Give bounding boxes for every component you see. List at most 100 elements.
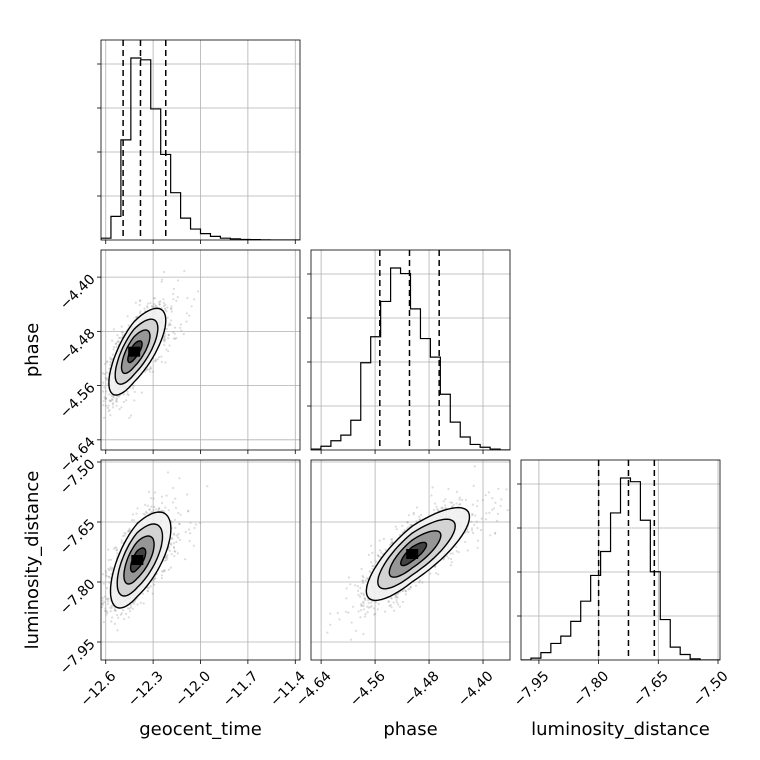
sample-point (154, 358, 158, 361)
sample-point (111, 398, 114, 402)
sample-point (168, 323, 171, 326)
sample-point (143, 513, 147, 516)
sample-point (186, 296, 189, 300)
sample-point (345, 597, 348, 600)
sample-point (167, 334, 170, 337)
sample-point (375, 600, 378, 604)
sample-point (112, 396, 115, 399)
sample-point (432, 508, 435, 511)
sample-point (157, 507, 161, 510)
sample-point (127, 324, 130, 327)
sample-point (199, 522, 202, 525)
sample-point (354, 584, 357, 587)
sample-point (364, 599, 367, 602)
sample-point (114, 609, 117, 612)
sample-point (107, 567, 110, 571)
sample-point (164, 334, 167, 337)
sample-point (128, 610, 132, 613)
sample-point (102, 582, 105, 585)
sample-point (131, 607, 134, 611)
sample-point (118, 408, 121, 411)
sample-point (109, 356, 112, 359)
sample-point (115, 398, 118, 401)
sample-point (171, 537, 174, 540)
sample-point (115, 404, 118, 407)
sample-point (121, 331, 124, 334)
sample-point (154, 508, 158, 511)
sample-point (127, 529, 130, 532)
sample-point (491, 497, 494, 500)
sample-point (164, 338, 167, 341)
sample-point (105, 571, 108, 575)
sample-point (122, 400, 125, 404)
sample-point (444, 504, 447, 507)
sample-point (127, 607, 130, 610)
sample-point (109, 567, 112, 570)
sample-point (175, 337, 178, 340)
sample-point (160, 495, 163, 498)
sample-point (101, 599, 104, 602)
sample-point (110, 398, 114, 401)
sample-point (394, 594, 398, 598)
sample-point (108, 408, 111, 412)
sample-point (390, 597, 393, 600)
sample-point (104, 574, 107, 577)
sample-point (193, 526, 196, 530)
sample-point (364, 613, 367, 616)
sample-point (185, 312, 188, 315)
sample-point (183, 269, 186, 273)
sample-point (437, 573, 440, 576)
sample-point (170, 553, 173, 556)
sample-point (154, 304, 157, 307)
sample-point (404, 593, 407, 596)
sample-point (367, 599, 370, 602)
sample-point (131, 513, 135, 516)
sample-point (170, 305, 173, 308)
sample-point (168, 549, 172, 553)
sample-point (153, 360, 156, 363)
sample-point (121, 331, 124, 334)
sample-point (395, 528, 398, 531)
sample-point (120, 406, 123, 409)
sample-point (371, 551, 374, 555)
sample-point (94, 606, 96, 608)
sample-point (112, 402, 115, 405)
sample-point (145, 511, 148, 514)
sample-point (375, 560, 378, 563)
sample-point (109, 399, 112, 402)
sample-point (133, 600, 136, 603)
sample-point (110, 358, 114, 361)
contour-line (123, 535, 155, 585)
sample-point (174, 337, 177, 340)
sample-point (429, 572, 432, 575)
sample-point (380, 551, 383, 554)
sample-point (117, 395, 121, 398)
sample-point (188, 314, 191, 317)
sample-point (389, 543, 392, 546)
sample-point (159, 300, 162, 303)
sample-point (147, 302, 150, 305)
sample-point (487, 491, 490, 494)
sample-point (480, 517, 483, 520)
sample-point (146, 504, 149, 507)
sample-point (362, 602, 365, 605)
sample-point (394, 594, 397, 597)
sample-point (103, 595, 106, 598)
sample-point (130, 519, 134, 522)
sample-point (105, 377, 108, 380)
sample-point (134, 301, 137, 304)
sample-point (347, 611, 350, 614)
sample-point (471, 514, 474, 517)
sample-point (371, 564, 374, 568)
sample-point (408, 587, 411, 591)
sample-point (103, 601, 106, 604)
sample-point (344, 610, 348, 613)
sample-point (158, 303, 161, 306)
sample-point (113, 609, 116, 612)
sample-point (109, 610, 112, 613)
sample-point (120, 325, 123, 328)
sample-point (369, 571, 372, 574)
sample-point (104, 376, 107, 379)
sample-point (146, 586, 149, 590)
sample-point (481, 499, 484, 502)
